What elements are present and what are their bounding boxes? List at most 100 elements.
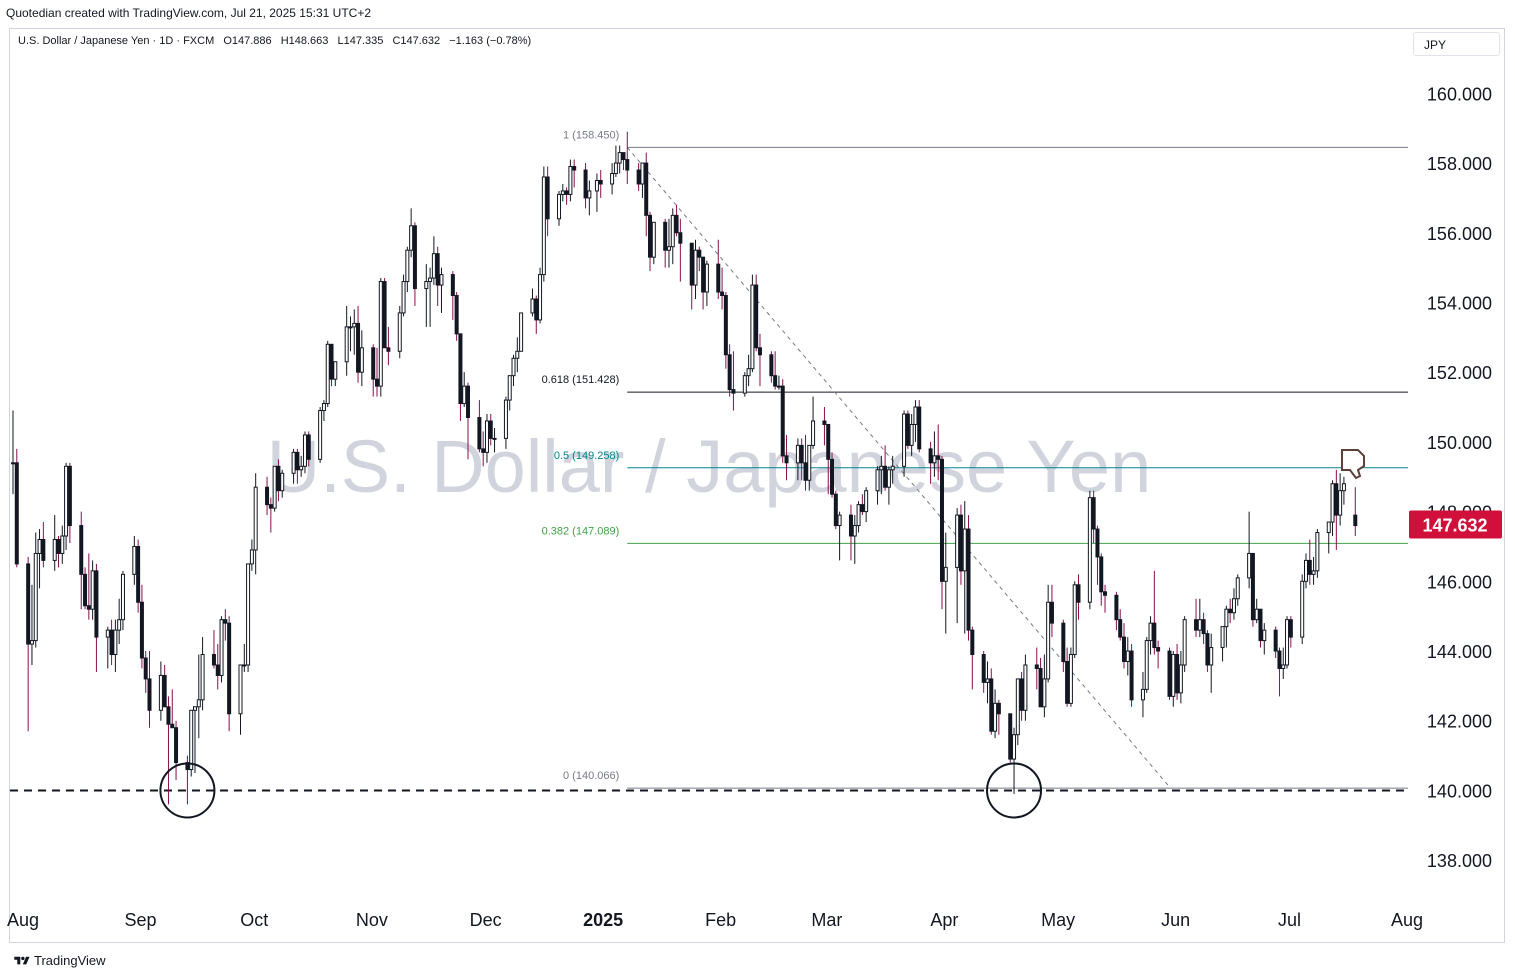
candle-body — [1118, 619, 1123, 638]
candle — [530, 288, 535, 317]
candle-body — [139, 601, 144, 659]
currency-button[interactable]: JPY — [1413, 32, 1500, 56]
candle — [397, 305, 402, 359]
candle — [636, 163, 641, 191]
candle-body — [970, 629, 975, 656]
candle — [773, 351, 778, 390]
candle — [1042, 654, 1047, 718]
x-tick-label: Jun — [1161, 910, 1190, 930]
candle-body — [807, 444, 812, 481]
candle — [1262, 623, 1267, 655]
candle-body — [886, 469, 891, 488]
candle — [1330, 480, 1335, 537]
candle-body — [1311, 570, 1316, 575]
candle-body — [617, 152, 622, 164]
candle — [1353, 487, 1358, 537]
candle — [769, 351, 774, 383]
candle-body — [227, 622, 232, 715]
candle-body — [674, 214, 679, 234]
candle-body — [875, 469, 880, 492]
candle-body — [1156, 647, 1161, 652]
candle — [1194, 598, 1199, 638]
tradingview-footer[interactable]: TradingView — [14, 953, 106, 968]
candle-body — [37, 538, 42, 554]
candle-body — [1285, 619, 1290, 666]
candle — [454, 292, 459, 341]
candle — [515, 337, 520, 373]
candle-body — [704, 263, 709, 293]
candle — [674, 204, 679, 237]
candle-body — [223, 619, 228, 624]
fib-label: 0 (140.066) — [563, 770, 619, 782]
candle-body — [280, 472, 285, 492]
candle — [424, 264, 429, 327]
candle-body — [1012, 734, 1017, 760]
candle-body — [450, 274, 455, 297]
candle-body — [189, 709, 194, 771]
candle-body — [52, 538, 57, 561]
candle-body — [568, 166, 573, 195]
candle-body — [701, 256, 706, 293]
candle-body — [776, 385, 781, 388]
candle — [371, 344, 376, 397]
candle — [833, 490, 838, 530]
candle — [1334, 469, 1339, 550]
candle-body — [742, 375, 747, 394]
candle — [246, 563, 251, 672]
candle-body — [1175, 654, 1180, 694]
candle — [943, 532, 948, 634]
candle — [90, 560, 95, 620]
candle — [1023, 654, 1028, 721]
candle — [981, 651, 986, 693]
candle-body — [412, 225, 417, 290]
candle — [1300, 574, 1305, 645]
candle-body — [60, 535, 65, 554]
candle — [936, 424, 941, 481]
candle — [955, 508, 960, 624]
candle — [14, 448, 19, 568]
candle-body — [864, 490, 869, 513]
candle — [223, 609, 228, 641]
candle-body — [26, 563, 31, 645]
candle-body — [519, 312, 524, 352]
candle — [989, 668, 994, 735]
candle-body — [325, 343, 330, 405]
candle — [302, 431, 307, 474]
candle-body — [1182, 619, 1187, 666]
symbol-label[interactable]: U.S. Dollar / Japanese Yen · 1D · FXCM — [18, 35, 215, 47]
candle — [640, 162, 645, 198]
candle-body — [14, 462, 19, 565]
candle-body — [147, 678, 152, 711]
candle — [644, 152, 649, 237]
candle-body — [966, 528, 971, 631]
candle-body — [276, 465, 281, 492]
candle-body — [11, 462, 15, 465]
candle — [1046, 584, 1051, 683]
candle-body — [329, 343, 334, 380]
candle — [780, 379, 785, 463]
candle — [1201, 612, 1206, 645]
candle — [196, 654, 201, 739]
candle — [375, 347, 380, 397]
candle — [174, 720, 179, 781]
candle — [890, 455, 895, 484]
candle — [883, 445, 888, 491]
candle-body — [1072, 584, 1077, 656]
candle — [905, 410, 910, 449]
candle-body — [375, 378, 380, 387]
candle-body — [397, 312, 402, 352]
candle — [651, 221, 656, 265]
candle-body — [268, 504, 273, 509]
candle-body — [928, 448, 933, 464]
candle-body — [272, 465, 277, 509]
candle — [511, 354, 516, 387]
candle-body — [689, 242, 694, 286]
candle — [109, 619, 114, 665]
candle-body — [105, 629, 110, 638]
candle-body — [306, 434, 311, 460]
candle — [1144, 637, 1149, 693]
candle — [1288, 616, 1293, 648]
candle-body — [1303, 559, 1308, 582]
candle — [795, 438, 800, 481]
